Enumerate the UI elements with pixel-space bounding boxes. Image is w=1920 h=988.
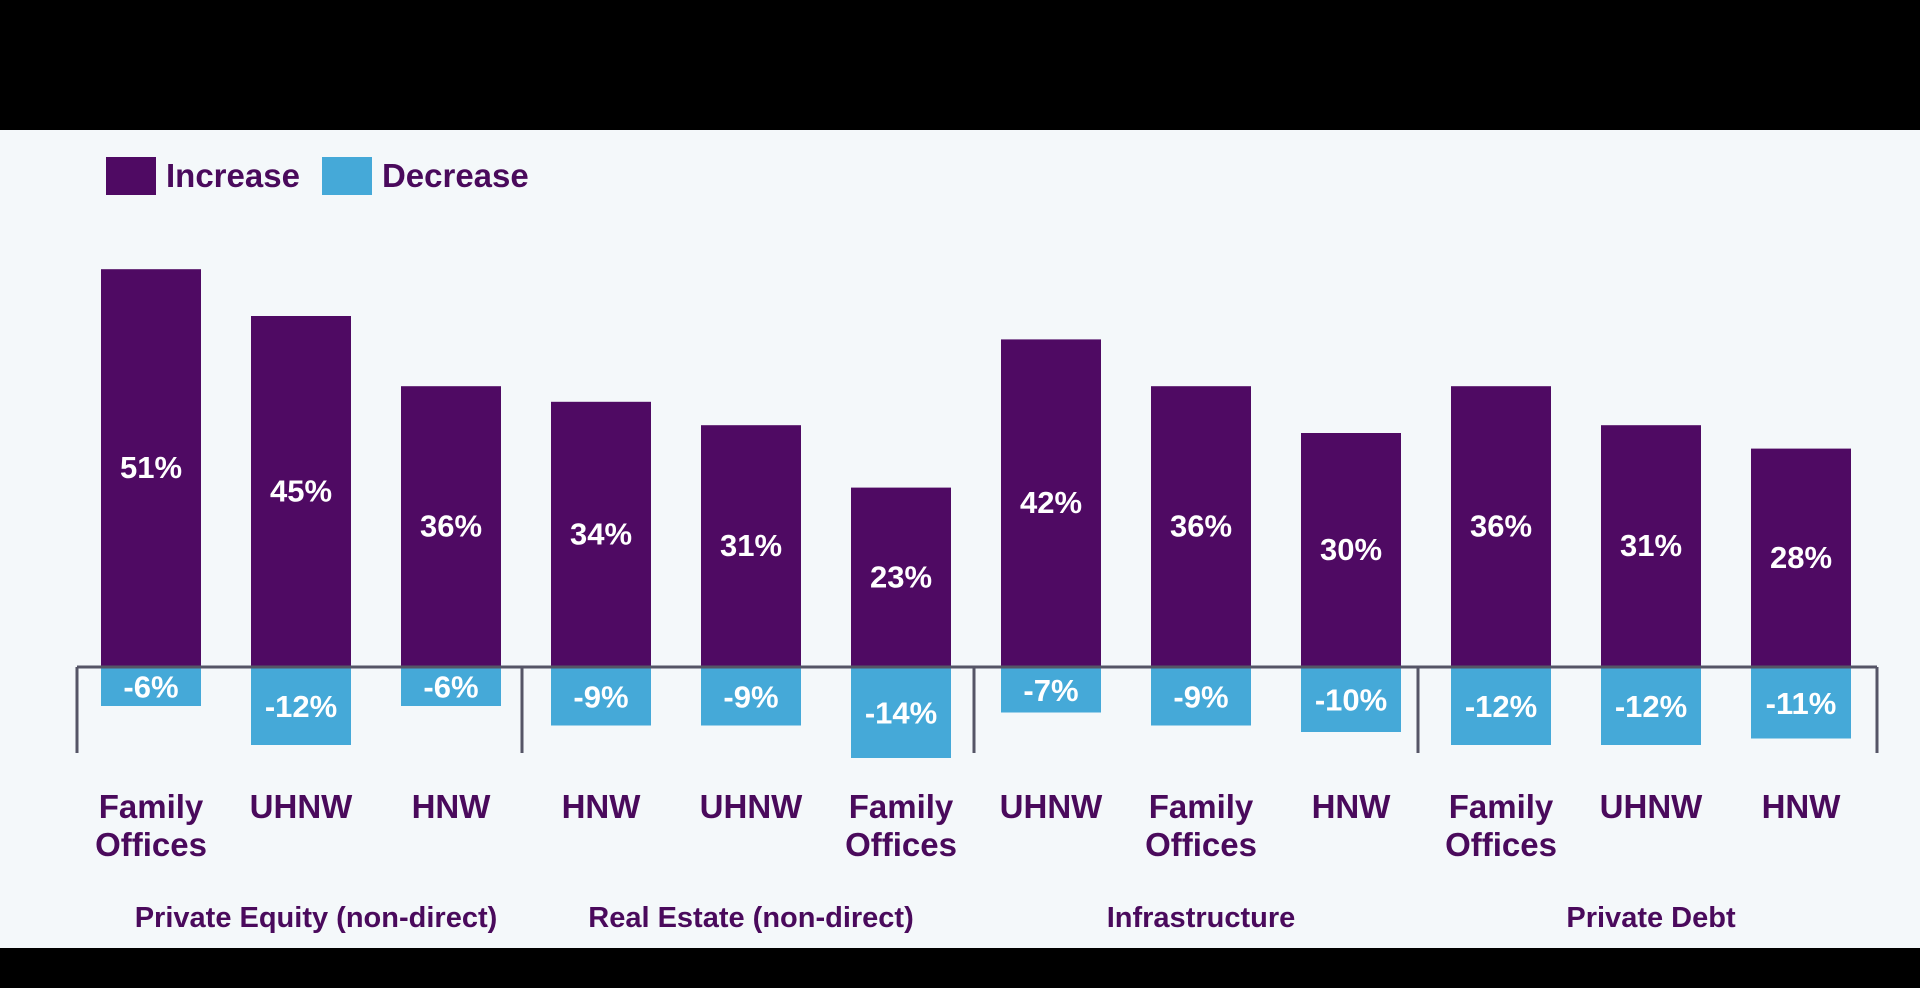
category-label: HNW <box>1762 788 1842 825</box>
bar-decrease <box>1451 667 1551 745</box>
category-label: Offices <box>1145 826 1257 863</box>
bar-decrease <box>251 667 351 745</box>
bar-decrease <box>101 667 201 706</box>
data-label-decrease: -9% <box>573 679 628 714</box>
group-label: Infrastructure <box>1107 902 1296 934</box>
category-label: Offices <box>1445 826 1557 863</box>
category-label: Family <box>1149 788 1254 825</box>
bar-increase <box>1751 448 1851 667</box>
bar-increase <box>1001 339 1101 667</box>
bar-decrease <box>551 667 651 726</box>
data-label-increase: 34% <box>570 516 632 551</box>
category-label: UHNW <box>700 788 803 825</box>
bar-decrease <box>851 667 951 758</box>
data-label-decrease: -6% <box>423 670 478 705</box>
legend-item-decrease: Decrease <box>321 157 529 195</box>
bar-increase <box>1601 425 1701 667</box>
data-label-increase: 28% <box>1770 540 1832 575</box>
data-label-increase: 36% <box>1470 509 1532 544</box>
category-label: UHNW <box>1000 788 1103 825</box>
category-label: UHNW <box>250 788 353 825</box>
category-label: HNW <box>412 788 492 825</box>
data-label-decrease: -12% <box>265 689 337 724</box>
bar-increase <box>551 401 651 667</box>
category-label: Offices <box>95 826 207 863</box>
bar-increase <box>851 487 951 667</box>
data-label-decrease: -9% <box>723 679 778 714</box>
category-label: HNW <box>1312 788 1392 825</box>
data-label-increase: 42% <box>1020 485 1082 520</box>
bar-increase <box>401 386 501 667</box>
legend-label-increase: Increase <box>166 157 300 194</box>
data-label-decrease: -11% <box>1766 686 1837 721</box>
category-label: HNW <box>562 788 642 825</box>
bar-increase <box>251 316 351 667</box>
data-label-increase: 45% <box>270 474 332 509</box>
bar-decrease <box>1001 667 1101 713</box>
data-label-decrease: -6% <box>123 670 178 705</box>
bar-increase <box>701 425 801 667</box>
data-label-decrease: -9% <box>1173 679 1228 714</box>
bar-decrease <box>1301 667 1401 732</box>
data-label-decrease: -7% <box>1023 673 1078 708</box>
data-label-increase: 36% <box>1170 509 1232 544</box>
legend-swatch-decrease <box>321 157 372 195</box>
data-label-decrease: -12% <box>1465 689 1537 724</box>
category-label: Offices <box>845 826 957 863</box>
category-label: Family <box>99 788 204 825</box>
category-label: UHNW <box>1600 788 1703 825</box>
data-label-decrease: -14% <box>865 696 937 731</box>
data-label-decrease: -10% <box>1315 683 1387 718</box>
bar-increase <box>1301 433 1401 667</box>
legend-swatch-increase <box>106 157 156 195</box>
data-label-decrease: -12% <box>1615 689 1687 724</box>
bar-decrease <box>401 667 501 706</box>
data-label-increase: 36% <box>420 509 482 544</box>
bar-increase <box>1451 386 1551 667</box>
category-label: Family <box>849 788 954 825</box>
chart-legend: Increase Decrease <box>106 157 551 195</box>
data-label-increase: 31% <box>1620 528 1682 563</box>
data-label-increase: 31% <box>720 528 782 563</box>
group-label: Real Estate (non-direct) <box>588 902 914 934</box>
bar-increase <box>101 269 201 667</box>
group-label: Private Equity (non-direct) <box>135 902 498 934</box>
data-label-increase: 30% <box>1320 532 1382 567</box>
bar-decrease <box>1601 667 1701 745</box>
category-label: Family <box>1449 788 1554 825</box>
group-label: Private Debt <box>1566 902 1736 934</box>
bar-increase <box>1151 386 1251 667</box>
bar-decrease <box>1751 667 1851 739</box>
legend-label-decrease: Decrease <box>381 157 529 194</box>
data-label-increase: 51% <box>120 450 182 485</box>
data-label-increase: 23% <box>870 559 932 594</box>
bar-decrease <box>1151 667 1251 726</box>
bar-decrease <box>701 667 801 726</box>
legend-item-increase: Increase <box>106 157 300 195</box>
